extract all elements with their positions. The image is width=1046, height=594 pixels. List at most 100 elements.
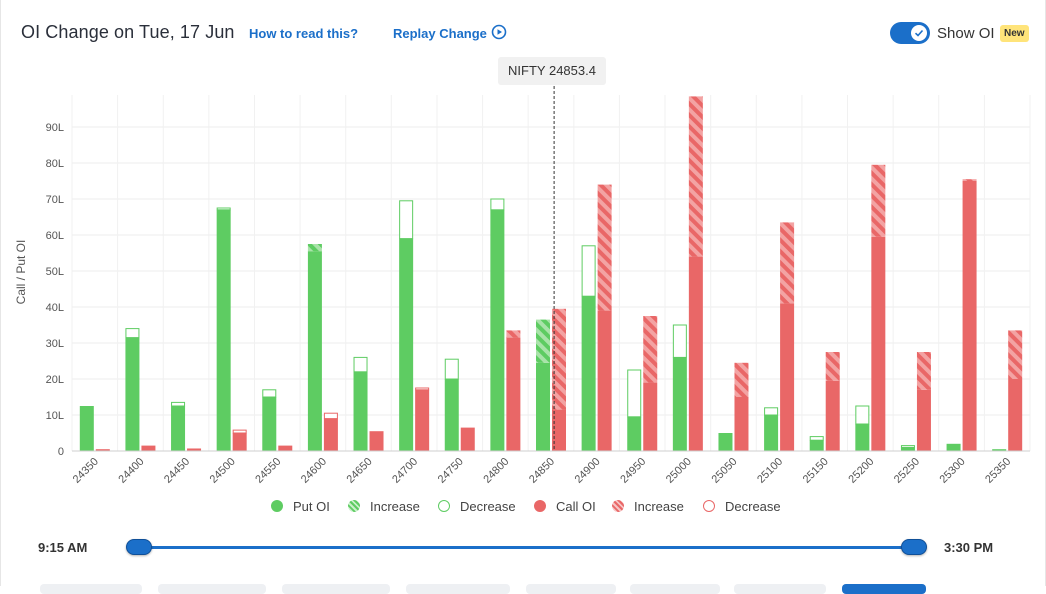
- put-decrease-bar: [171, 401, 186, 407]
- call-increase-bar: [688, 96, 703, 257]
- call-oi-bar: [187, 448, 202, 451]
- call-oi-bar: [825, 380, 840, 451]
- bottom-button[interactable]: [40, 584, 142, 594]
- put-oi-bar: [900, 447, 915, 451]
- show-oi-toggle[interactable]: [890, 22, 930, 44]
- put-decrease-bar: [353, 356, 368, 373]
- put-decrease-bar: [399, 200, 414, 240]
- call-solid-swatch: [534, 500, 546, 512]
- y-tick-label: 90L: [46, 122, 64, 134]
- x-tick-label: 25350: [983, 456, 1013, 486]
- call-oi-bar: [780, 303, 795, 451]
- bottom-button[interactable]: [282, 584, 390, 594]
- call-oi-bar: [597, 310, 612, 451]
- call-oi-bar: [415, 389, 430, 451]
- spot-price-tag: NIFTY 24853.4: [498, 57, 606, 85]
- call-oi-bar: [369, 431, 384, 451]
- y-tick-label: 10L: [46, 410, 64, 422]
- how-to-read-link[interactable]: How to read this?: [249, 26, 359, 41]
- slider-start-time: 9:15 AM: [38, 540, 88, 555]
- put-stripe-swatch: [348, 500, 360, 512]
- y-tick-label: 40L: [46, 302, 64, 314]
- bottom-button[interactable]: [630, 584, 720, 594]
- put-decrease-bar: [672, 324, 687, 358]
- x-tick-label: 24500: [208, 456, 238, 486]
- put-oi-bar: [627, 416, 642, 451]
- x-tick-label: 24550: [253, 456, 283, 486]
- time-slider-track[interactable]: [138, 546, 913, 549]
- put-oi-bar: [353, 371, 368, 451]
- put-oi-bar: [399, 238, 414, 451]
- put-oi-bar: [216, 209, 231, 451]
- put-decrease-bar: [581, 245, 596, 297]
- y-tick-label: 20L: [46, 374, 64, 386]
- y-tick-label: 30L: [46, 338, 64, 350]
- legend-label: Call OI: [556, 499, 596, 514]
- call-oi-bar: [688, 256, 703, 451]
- x-tick-label: 25100: [755, 456, 785, 486]
- call-increase-bar: [825, 352, 840, 381]
- put-oi-bar: [809, 440, 824, 451]
- x-tick-label: 24800: [481, 456, 511, 486]
- call-increase-bar: [506, 330, 521, 338]
- put-decrease-bar: [900, 445, 915, 448]
- call-oi-bar: [916, 389, 931, 451]
- time-slider-end-handle[interactable]: [901, 539, 927, 555]
- slider-end-time: 3:30 PM: [944, 540, 994, 555]
- put-oi-bar: [444, 379, 459, 451]
- x-tick-label: 24350: [71, 456, 101, 486]
- put-increase-bar: [307, 244, 322, 252]
- new-badge: New: [1000, 25, 1029, 42]
- put-oi-bar: [307, 251, 322, 451]
- call-oi-bar: [552, 409, 566, 451]
- put-oi-bar: [536, 362, 550, 451]
- x-tick-label: 24600: [299, 456, 329, 486]
- time-slider-start-handle[interactable]: [126, 539, 152, 555]
- legend-label: Increase: [634, 499, 684, 514]
- show-oi-label: Show OI: [937, 25, 995, 42]
- y-axis-label: Call / Put OI: [14, 240, 28, 305]
- oi-chart: 0 10L 20L 30L 40L 50L 60L 70L 80L 90L Call / Put O…: [14, 86, 1031, 486]
- toggle-knob: [911, 25, 927, 41]
- put-oi-bar: [672, 357, 687, 451]
- bottom-button[interactable]: [526, 584, 616, 594]
- put-oi-bar: [125, 337, 140, 451]
- put-oi-bar: [764, 415, 779, 451]
- put-oi-bar: [581, 296, 596, 451]
- call-oi-bar: [460, 427, 475, 451]
- put-solid-swatch: [271, 500, 283, 512]
- x-tick-label: 24400: [116, 456, 146, 486]
- put-decrease-bar: [627, 369, 642, 418]
- x-tick-label: 25050: [709, 456, 739, 486]
- put-decrease-bar: [444, 358, 459, 380]
- call-oi-bar: [232, 433, 247, 451]
- put-oi-bar: [262, 397, 277, 451]
- y-tick-label: 70L: [46, 194, 64, 206]
- x-tick-label: 24950: [618, 456, 648, 486]
- y-tick-label: 60L: [46, 230, 64, 242]
- call-oi-bar: [871, 236, 886, 451]
- put-decrease-bar: [125, 328, 140, 339]
- call-oi-bar: [323, 418, 338, 451]
- replay-change-link[interactable]: Replay Change: [393, 26, 487, 41]
- call-outline-swatch: [703, 500, 715, 512]
- bottom-button[interactable]: [734, 584, 826, 594]
- bottom-button[interactable]: [406, 584, 510, 594]
- call-increase-bar: [871, 164, 886, 237]
- call-oi-bar: [734, 397, 749, 451]
- call-oi-bar: [95, 449, 110, 451]
- call-decrease-bar: [323, 412, 338, 420]
- put-decrease-bar: [855, 405, 870, 425]
- page-title: OI Change on Tue, 17 Jun: [21, 22, 235, 42]
- call-oi-bar: [1008, 379, 1023, 451]
- call-increase-bar: [962, 179, 977, 181]
- bottom-primary-button[interactable]: [842, 584, 926, 594]
- call-increase-bar: [643, 316, 658, 383]
- x-tick-label: 24900: [573, 456, 603, 486]
- call-oi-bar: [962, 181, 977, 451]
- x-tick-label: 25300: [938, 456, 968, 486]
- x-tick-label: 24650: [345, 456, 375, 486]
- play-circle-icon[interactable]: [491, 24, 507, 40]
- call-decrease-bar: [415, 387, 430, 391]
- bottom-button[interactable]: [158, 584, 266, 594]
